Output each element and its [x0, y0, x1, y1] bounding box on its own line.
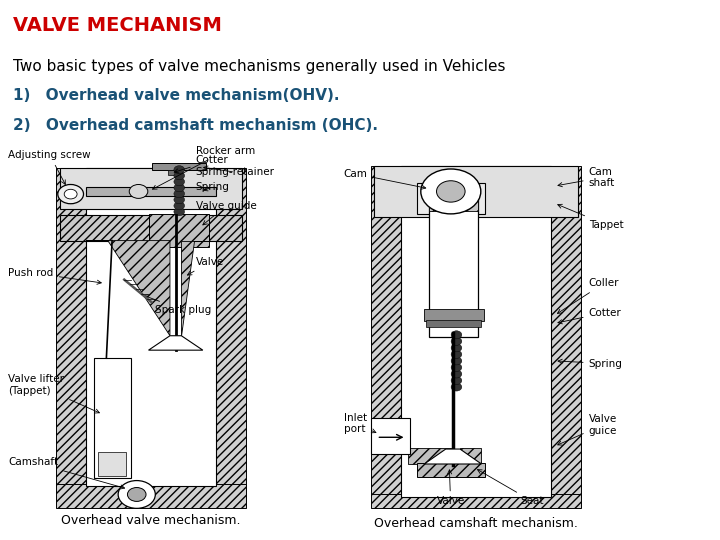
Ellipse shape [174, 195, 184, 204]
Ellipse shape [174, 208, 184, 216]
Bar [374, 166, 578, 217]
Text: Overhead valve mechanism.: Overhead valve mechanism. [61, 514, 240, 527]
Bar [460, 448, 482, 464]
Text: Tappet: Tappet [558, 204, 624, 230]
Bar [60, 215, 242, 241]
Bar [371, 418, 410, 454]
Bar [426, 320, 482, 327]
Bar [417, 463, 485, 477]
Text: Cotter: Cotter [174, 156, 228, 173]
Ellipse shape [451, 376, 462, 384]
Ellipse shape [174, 184, 184, 192]
Text: Cam
shaft: Cam shaft [558, 167, 615, 188]
Bar [56, 168, 86, 487]
Ellipse shape [420, 169, 481, 214]
Text: Valve
guice: Valve guice [558, 414, 617, 445]
Ellipse shape [451, 350, 462, 359]
Ellipse shape [174, 178, 184, 186]
Text: Rocker arm: Rocker arm [153, 146, 255, 189]
Bar [152, 163, 207, 170]
Text: Valve guide: Valve guide [196, 201, 256, 225]
Bar [408, 448, 451, 464]
Ellipse shape [451, 383, 462, 391]
Bar [216, 168, 246, 487]
Bar [371, 495, 582, 508]
Bar [435, 212, 467, 224]
Ellipse shape [174, 166, 184, 174]
Bar [149, 214, 210, 247]
Ellipse shape [58, 185, 84, 204]
Ellipse shape [127, 488, 146, 502]
Ellipse shape [451, 357, 462, 365]
Ellipse shape [436, 181, 465, 202]
Ellipse shape [451, 370, 462, 378]
Text: Cam: Cam [343, 169, 426, 189]
Ellipse shape [451, 344, 462, 352]
Polygon shape [424, 449, 482, 464]
Bar [168, 170, 179, 176]
Bar [401, 166, 552, 497]
Polygon shape [181, 241, 216, 336]
Text: Valve: Valve [436, 470, 464, 507]
Bar [552, 166, 582, 497]
Text: Seat: Seat [477, 470, 544, 507]
Text: Overhead camshaft mechanism.: Overhead camshaft mechanism. [374, 517, 578, 530]
Text: Spark plug: Spark plug [143, 295, 211, 315]
Text: Spring: Spring [196, 182, 230, 192]
Ellipse shape [64, 190, 77, 199]
Polygon shape [148, 336, 203, 350]
Ellipse shape [118, 481, 156, 508]
Bar [429, 195, 478, 211]
Text: Camshaft: Camshaft [9, 457, 125, 489]
Text: Spring: Spring [558, 359, 623, 368]
Bar [56, 484, 246, 508]
Text: Adjusting screw: Adjusting screw [9, 150, 91, 185]
Bar [417, 183, 485, 214]
Text: Push rod: Push rod [9, 268, 102, 284]
Text: Cotter: Cotter [558, 308, 621, 324]
Bar [429, 195, 478, 337]
Text: 1) Overhead valve mechanism(OHV).: 1) Overhead valve mechanism(OHV). [14, 88, 340, 103]
Bar [86, 168, 216, 487]
Ellipse shape [174, 190, 184, 198]
Ellipse shape [129, 185, 148, 198]
Ellipse shape [174, 202, 184, 210]
Ellipse shape [451, 331, 462, 339]
Bar [371, 166, 401, 497]
Polygon shape [86, 241, 170, 336]
Text: Valve: Valve [187, 257, 224, 275]
Bar [98, 452, 127, 476]
Text: Two basic types of valve mechanisms generally used in Vehicles: Two basic types of valve mechanisms gene… [14, 59, 506, 74]
Text: Inlet
port: Inlet port [343, 413, 376, 434]
Text: Spring-retainer: Spring-retainer [196, 166, 274, 177]
Text: VALVE MECHANISM: VALVE MECHANISM [14, 16, 222, 35]
Text: Valve lifter
(Tappet): Valve lifter (Tappet) [9, 374, 99, 413]
Text: 2) Overhead camshaft mechanism (OHC).: 2) Overhead camshaft mechanism (OHC). [14, 118, 379, 133]
Bar [94, 358, 130, 478]
Bar [423, 309, 484, 321]
Bar [86, 187, 216, 196]
Bar [60, 168, 242, 208]
Text: Coller: Coller [557, 278, 619, 313]
Ellipse shape [451, 338, 462, 345]
Ellipse shape [174, 172, 184, 180]
Ellipse shape [451, 363, 462, 372]
